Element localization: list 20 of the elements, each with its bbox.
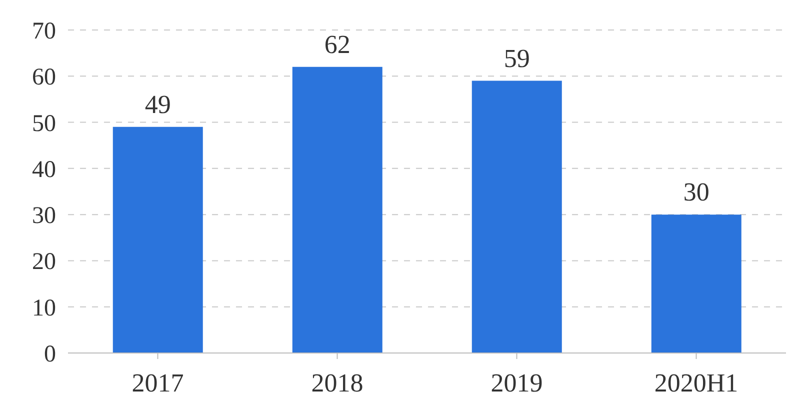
y-tick-label: 70	[32, 18, 56, 45]
data-label: 30	[683, 178, 710, 207]
data-label: 49	[144, 90, 171, 119]
x-tick-label: 2020H1	[654, 368, 738, 398]
x-tick-label: 2019	[490, 368, 543, 398]
data-label: 62	[324, 30, 350, 59]
y-tick-label: 10	[32, 295, 56, 322]
bar	[472, 80, 562, 353]
y-tick-label: 20	[32, 249, 56, 276]
y-tick-label: 60	[32, 64, 56, 91]
x-tick-label: 2017	[132, 368, 184, 398]
y-tick-label: 50	[32, 110, 56, 137]
data-label: 59	[504, 44, 530, 73]
x-tick-label: 2018	[311, 368, 364, 398]
y-tick-label: 0	[44, 342, 56, 368]
y-tick-label: 30	[32, 203, 56, 230]
y-tick-label: 40	[32, 156, 56, 183]
bar	[292, 66, 382, 353]
bar	[112, 126, 203, 353]
bar	[651, 214, 742, 353]
